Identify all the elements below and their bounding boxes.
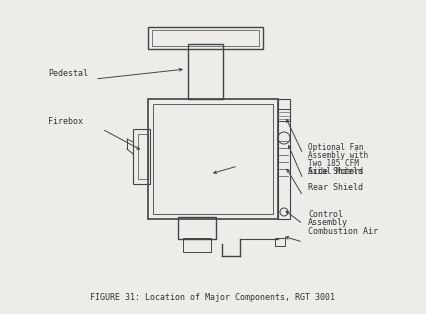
Text: Control: Control	[308, 210, 343, 219]
Bar	[183, 238, 211, 252]
Text: Assembly: Assembly	[308, 218, 348, 227]
Bar	[138, 134, 148, 179]
Text: Rear Shield: Rear Shield	[308, 183, 363, 192]
Text: Assembly with: Assembly with	[308, 151, 368, 160]
Bar	[133, 129, 150, 184]
Bar	[278, 109, 290, 121]
Bar	[148, 27, 263, 49]
Text: Combustion Air: Combustion Air	[308, 227, 378, 236]
Text: Two 185 CFM: Two 185 CFM	[308, 159, 359, 168]
Bar	[278, 99, 290, 219]
Bar	[275, 238, 285, 246]
Text: Side Shield: Side Shield	[308, 167, 363, 176]
Bar	[188, 44, 223, 99]
Text: Pedestal: Pedestal	[48, 69, 88, 78]
Bar	[152, 30, 259, 46]
Bar	[153, 104, 273, 214]
Bar	[148, 99, 278, 219]
Text: FIGURE 31: Location of Major Components, RGT 3001: FIGURE 31: Location of Major Components,…	[90, 293, 336, 302]
Text: Firebox: Firebox	[48, 117, 83, 126]
Text: Optional Fan: Optional Fan	[308, 143, 363, 152]
Bar	[178, 217, 216, 239]
Text: Axial Motors: Axial Motors	[308, 167, 363, 176]
